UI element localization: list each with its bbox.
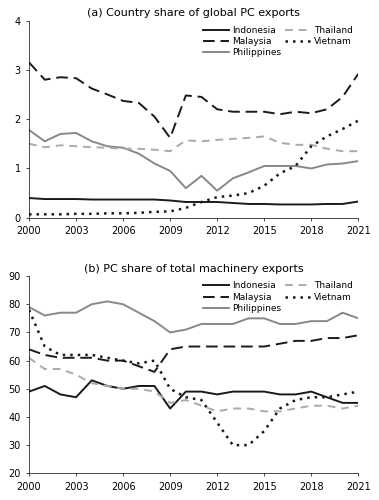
Title: (a) Country share of global PC exports: (a) Country share of global PC exports: [87, 8, 300, 18]
Legend: Indonesia, Malaysia, Philippines, Thailand, Vietnam: Indonesia, Malaysia, Philippines, Thaila…: [203, 25, 354, 58]
Title: (b) PC share of total machinery exports: (b) PC share of total machinery exports: [84, 264, 304, 274]
Legend: Indonesia, Malaysia, Philippines, Thailand, Vietnam: Indonesia, Malaysia, Philippines, Thaila…: [203, 280, 354, 314]
